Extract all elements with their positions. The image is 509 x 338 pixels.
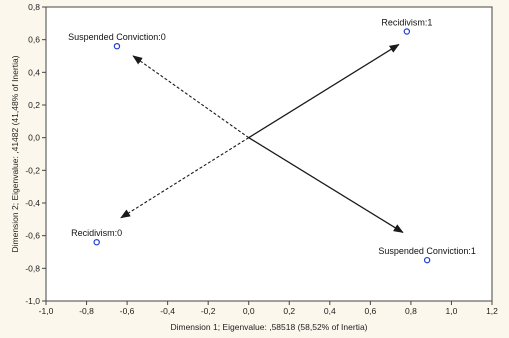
data-point bbox=[93, 238, 100, 246]
y-tick-label: 0,0 bbox=[28, 133, 40, 143]
data-point bbox=[423, 256, 431, 264]
y-tick-label: 0,6 bbox=[28, 35, 40, 45]
y-axis-ticks: 0,8 0,6 0,4 0,2 0,0 -0,2 -0,4 -0,6 -0,8 -1,0 bbox=[25, 2, 46, 306]
solid-arrow bbox=[248, 44, 400, 139]
y-tick-label: -0,4 bbox=[25, 198, 40, 208]
plot-area bbox=[45, 6, 493, 302]
y-axis-title: Dimension 2; Eigenvalue: ,41482 (41,48% … bbox=[10, 55, 20, 252]
point-label: Suspended Conviction:0 bbox=[68, 32, 166, 42]
y-tick-label: 0,4 bbox=[28, 67, 40, 77]
dashed-arrow bbox=[132, 55, 250, 139]
x-tick-label: -0,8 bbox=[79, 306, 94, 316]
x-tick-label: -1,0 bbox=[39, 306, 54, 316]
x-tick-label: 0,0 bbox=[243, 306, 255, 316]
x-tick-label: -0,6 bbox=[120, 306, 135, 316]
data-point bbox=[403, 28, 411, 35]
y-tick-label: 0,8 bbox=[28, 2, 40, 12]
y-tick-label: -0,2 bbox=[25, 165, 40, 175]
arrows bbox=[120, 44, 404, 233]
x-tick-label: 0,6 bbox=[364, 306, 376, 316]
y-tick-label: -0,8 bbox=[25, 263, 40, 273]
point-label: Suspended Conviction:1 bbox=[378, 246, 476, 256]
x-tick-label: 0,4 bbox=[324, 306, 336, 316]
data-points bbox=[93, 28, 431, 264]
point-label: Recidivism:0 bbox=[71, 228, 122, 238]
x-tick-label: 0,8 bbox=[405, 306, 417, 316]
x-axis-title: Dimension 1; Eigenvalue: ,58518 (58,52% … bbox=[170, 322, 367, 332]
x-tick-label: -0,2 bbox=[201, 306, 216, 316]
x-tick-label: 1,0 bbox=[446, 306, 458, 316]
point-label: Recidivism:1 bbox=[381, 18, 432, 28]
y-tick-label: 0,2 bbox=[28, 100, 40, 110]
data-point bbox=[113, 43, 121, 50]
x-tick-label: 1,2 bbox=[486, 306, 498, 316]
x-tick-label: -0,4 bbox=[160, 306, 175, 316]
x-tick-label: 0,2 bbox=[283, 306, 295, 316]
y-tick-label: -0,6 bbox=[25, 231, 40, 241]
solid-arrow bbox=[248, 137, 404, 233]
y-tick-label: -1,0 bbox=[25, 296, 40, 306]
dashed-arrow bbox=[120, 137, 250, 219]
point-labels: Suspended Conviction:0 Recidivism:1 Recidi… bbox=[68, 18, 476, 257]
x-axis-ticks: -1,0 -0,8 -0,6 -0,4 -0,2 0,0 0,2 0,4 0,6 0,8 1,0 1,… bbox=[39, 301, 498, 316]
